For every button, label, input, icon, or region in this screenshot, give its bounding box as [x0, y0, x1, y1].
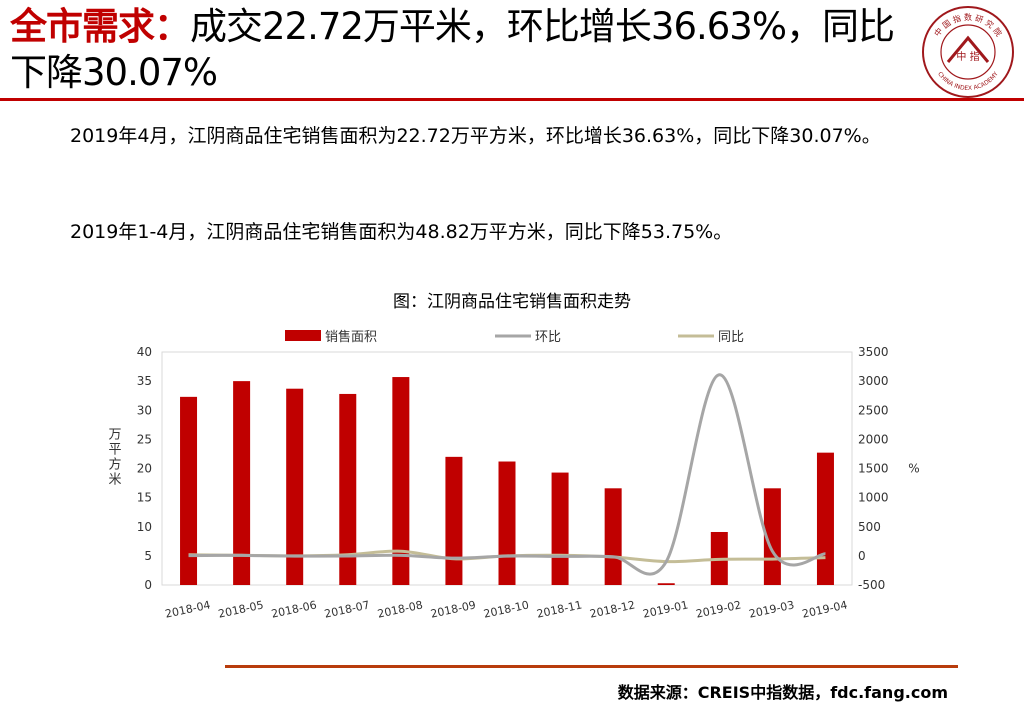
y2-tick-label: 0	[858, 549, 866, 563]
bar	[498, 461, 516, 585]
title-rest: 成交22.72万平米，环比增长36.63%，同比下降30.07%	[10, 5, 895, 94]
series-line-mom	[188, 373, 826, 576]
y2-tick-label: 1500	[858, 462, 889, 476]
page-title: 全市需求：成交22.72万平米，环比增长36.63%，同比下降30.07%	[10, 4, 910, 96]
bar	[657, 583, 675, 585]
y-tick-label: 25	[137, 432, 152, 446]
x-tick-label: 2019-03	[748, 598, 796, 620]
logo-text-bottom: CHINA INDEX ACADEMY	[936, 70, 1000, 92]
legend-label: 销售面积	[325, 329, 377, 345]
y-tick-label: 35	[137, 374, 152, 388]
legend-label: 同比	[718, 330, 744, 345]
x-tick-label: 2019-02	[695, 598, 743, 620]
y2-tick-label: 3000	[858, 374, 889, 388]
bar	[604, 488, 622, 585]
y-tick-label: 30	[137, 403, 152, 417]
y2-tick-label: 2000	[858, 432, 889, 446]
y-tick-label: 0	[144, 578, 152, 592]
x-tick-label: 2018-11	[536, 598, 584, 620]
china-index-academy-logo: 中 国 指 数 研 究 院 CHINA INDEX ACADEMY 中 指	[922, 6, 1014, 98]
x-tick-label: 2018-12	[589, 598, 637, 620]
x-tick-label: 2018-05	[217, 598, 265, 620]
data-source: 数据来源：CREIS中指数据，fdc.fang.com	[617, 683, 948, 702]
bar	[339, 393, 357, 585]
sales-area-chart: 0 5 10 15 20 25 30 35 40 -500 0 500 1000 1500 2000 2500…	[108, 329, 919, 621]
paragraph-monthly: 2019年4月，江阴商品住宅销售面积为22.72万平方米，环比增长36.63%，…	[70, 125, 881, 147]
bar	[445, 456, 463, 585]
x-tick-label: 2018-09	[429, 598, 477, 620]
logo-text-center: 中 指	[956, 50, 979, 63]
x-tick-label: 2018-08	[376, 598, 424, 620]
x-tick-label: 2018-10	[482, 598, 530, 620]
bar	[816, 452, 834, 585]
x-tick-label: 2019-04	[801, 598, 849, 620]
bar	[551, 472, 569, 585]
y2-tick-label: 1000	[858, 491, 889, 505]
y-tick-label: 15	[137, 491, 152, 505]
title-highlight: 全市需求：	[10, 5, 191, 48]
legend-swatch-bar	[285, 330, 321, 341]
paragraph-ytd: 2019年1-4月，江阴商品住宅销售面积为48.82万平方米，同比下降53.75…	[70, 221, 733, 243]
y-tick-label: 10	[137, 520, 152, 534]
x-tick-label: 2018-06	[270, 598, 318, 620]
x-tick-label: 2018-07	[323, 598, 371, 620]
title-divider	[0, 98, 1024, 101]
y2-tick-label: -500	[858, 578, 885, 592]
bar	[233, 381, 251, 585]
footer-divider	[225, 665, 958, 668]
y-axis-label: 万平方米	[108, 428, 121, 488]
y2-axis-label: %	[908, 462, 919, 476]
y2-tick-label: 3500	[858, 345, 889, 359]
x-tick-label: 2018-04	[164, 598, 212, 620]
chart-title: 图：江阴商品住宅销售面积走势	[393, 292, 631, 312]
legend-label: 环比	[535, 330, 561, 345]
y2-tick-label: 500	[858, 520, 881, 534]
bar	[392, 377, 410, 585]
bar	[286, 388, 304, 585]
bar	[763, 488, 781, 585]
y2-tick-label: 2500	[858, 403, 889, 417]
x-tick-label: 2019-01	[642, 598, 690, 620]
y-tick-label: 40	[137, 345, 152, 359]
y-tick-label: 5	[144, 549, 152, 563]
y-tick-label: 20	[137, 462, 152, 476]
bar	[180, 396, 198, 585]
